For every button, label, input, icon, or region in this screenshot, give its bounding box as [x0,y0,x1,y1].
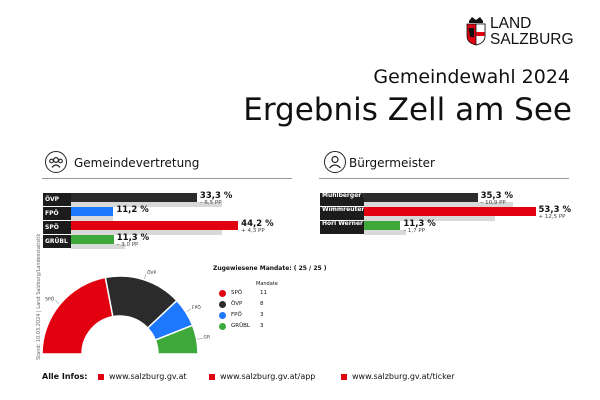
section-council-title: Gemeindevertretung [74,156,200,170]
bar-previous-result [71,216,114,221]
seat-legend-count: 8 [260,301,264,307]
bar-row: SPÖ 44,2 % + 4,3 PP [43,219,319,235]
seat-legend-column-header: Mandate [256,281,278,287]
bar-value-label: 53,3 % [538,205,571,215]
bar-row: FPÖ 11,2 % [43,205,319,221]
person-icon [324,151,346,173]
seat-legend-swatch [219,290,226,297]
seat-arc-label: GRÜBL [204,333,210,340]
seat-legend-party: FPÖ [231,312,242,318]
seat-legend-title: Zugewiesene Mandate: ( 25 / 25 ) [213,265,327,272]
bar-value-label: 35,3 % [480,191,514,201]
bar-previous-result [364,216,496,221]
section-mayor-title: Bürgermeister [349,156,435,170]
seat-label-leader [197,338,203,340]
bar-value [71,235,114,244]
bar-row: GRÜBL 11,3 % – 3,0 PP [43,233,319,249]
page-title: Ergebnis Zell am See [243,92,572,128]
seat-legend-count: 3 [260,312,264,318]
seat-arc-label: ÖVP [147,269,157,276]
seat-arc-label: FPÖ [192,304,201,311]
footer-link-ticker[interactable]: www.salzburg.gv.at/ticker [352,372,455,381]
bar-category-label: Hörl Werner [320,221,364,234]
bar-previous-result [364,230,406,235]
seat-label-leader [55,300,60,304]
bar-previous-result [71,244,126,249]
bar-value [364,221,401,230]
footer-link-marker [98,374,104,380]
bar-category-label: FPÖ [43,207,71,220]
bar-category-label: Wimmreuter Andreas [320,207,364,220]
bar-category-label: Mühlberger Salome [320,193,364,206]
bar-value-label: 11,3 % [116,233,150,243]
seat-legend-count: 11 [260,290,267,296]
bar-value-label: 33,3 % [199,191,233,201]
footer-link-app[interactable]: www.salzburg.gv.at/app [220,372,316,381]
bar-row: Wimmreuter Andreas 53,3 %+ 12,5 PP [320,205,581,221]
bar-row: ÖVP 33,3 % – 6,5 PP [43,191,319,207]
bar-value-label: 11,3 % [403,219,436,229]
bar-value [71,221,239,230]
seat-segment [154,324,199,355]
bar-diff-label: – 10,9 PP [480,200,506,206]
footer-link-marker [341,374,347,380]
bar-previous-result [364,202,513,207]
seat-distribution-chart: SPÖ ÖVP FPÖ GRÜBL [41,269,210,355]
bar-value [364,193,478,202]
coat-of-arms-icon [466,17,486,46]
seat-legend-party: SPÖ [231,290,243,296]
footer-link-website[interactable]: www.salzburg.gv.at [109,372,187,381]
seat-label-leader [144,274,147,279]
land-salzburg-logo: LAND SALZBURG [466,14,576,54]
seat-label-leader [186,308,192,312]
bar-value-label: 11,2 % [116,205,149,215]
seat-legend-swatch [219,312,226,319]
bar-value [364,207,536,216]
bar-diff-label: + 12,5 PP [538,214,566,220]
footer-label: Alle Infos: [42,372,88,381]
bar-row: Hörl Werner 11,3 % – 1,7 PP [320,219,581,235]
people-icon [45,151,67,173]
bar-previous-result [71,202,222,207]
footer-link-marker [209,374,215,380]
seat-arc-label: SPÖ [45,295,55,302]
bar-value [71,207,114,216]
bar-category-label: SPÖ [43,221,71,234]
page-subtitle: Gemeindewahl 2024 [373,66,570,88]
seat-legend-party: ÖVP [231,301,243,307]
bar-value-label: 44,2 % [241,219,274,229]
bar-value [71,193,197,202]
bar-category-label: GRÜBL [43,235,71,248]
bar-diff-label: – 6,5 PP [199,200,222,206]
seat-legend-swatch [219,301,226,308]
section-mayor-divider [319,178,569,179]
seat-legend-swatch [219,323,226,330]
bar-previous-result [71,230,222,235]
bar-category-label: ÖVP [43,193,71,206]
seat-segment [41,276,114,355]
logo-line-1: LAND [490,15,532,32]
section-council-divider [42,178,292,179]
logo-line-2: SALZBURG [490,31,574,48]
bar-diff-label: – 1,7 PP [403,228,425,234]
seat-legend-count: 3 [260,323,264,329]
bar-row: Mühlberger Salome 35,3 %– 10,9 PP [320,191,581,207]
bar-diff-label: – 3,0 PP [116,242,139,248]
bar-diff-label: + 4,3 PP [241,228,265,234]
seat-legend-party: GRÜBL [231,323,250,329]
